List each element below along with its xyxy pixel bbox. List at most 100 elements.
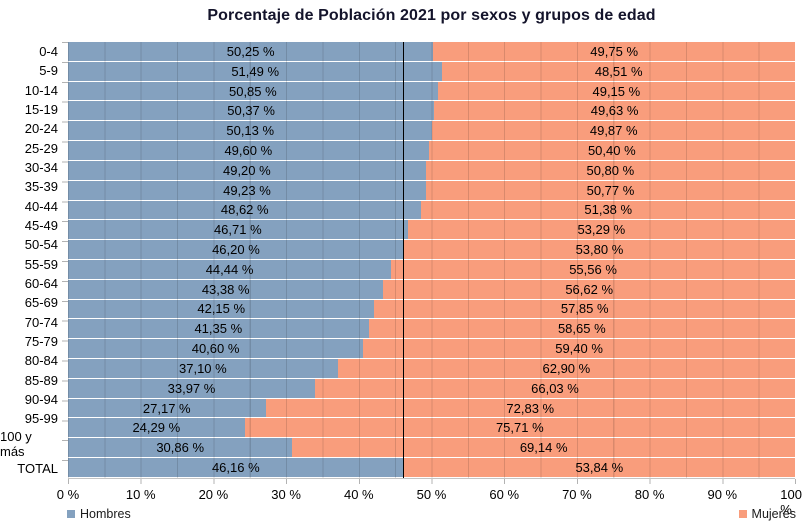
bar-segment-hombres: 48,62 % [68, 200, 422, 220]
bar-segment-hombres: 49,20 % [68, 160, 426, 180]
bar-segment-mujeres: 55,56 % [391, 259, 795, 279]
bar-segment-mujeres: 59,40 % [363, 339, 795, 358]
y-axis-label: 75-79 [24, 334, 58, 350]
x-axis-label: 60 % [489, 487, 520, 502]
bar-segment-mujeres: 49,87 % [432, 121, 795, 141]
bar-label-mujeres: 53,29 % [577, 222, 626, 238]
y-axis-label: 70-74 [24, 314, 58, 330]
bar-row: 49,20 % 50,80 % [68, 160, 795, 181]
x-axis-label: 10 % [125, 487, 156, 502]
bar-segment-mujeres: 50,77 % [425, 180, 795, 200]
bar-row: 27,17 % 72,83 % [68, 398, 795, 419]
y-axis-label: 55-59 [24, 256, 58, 272]
bar-segment-hombres: 50,85 % [68, 81, 438, 101]
bar-label-mujeres: 75,71 % [495, 420, 544, 436]
bar-label-hombres: 46,20 % [212, 242, 260, 258]
bar-segment-hombres: 50,25 % [68, 42, 434, 61]
bar-row: 49,60 % 50,40 % [68, 141, 795, 161]
bar-segment-mujeres: 51,38 % [421, 200, 795, 220]
bar-label-mujeres: 49,75 % [590, 43, 638, 59]
legend-hombres: Hombres [67, 507, 131, 521]
bar-segment-mujeres: 49,63 % [434, 101, 795, 121]
bar-row: 40,60 % 59,40 % [68, 339, 795, 359]
bar-label-hombres: 24,29 % [132, 420, 181, 436]
bar-segment-hombres: 50,37 % [68, 101, 435, 121]
legend-mujeres-label: Mujeres [751, 507, 796, 521]
bar-segment-mujeres: 56,62 % [383, 279, 795, 299]
bar-segment-hombres: 46,16 % [68, 458, 404, 477]
bar-row: 50,13 % 49,87 % [68, 121, 795, 142]
y-axis-labels: 0-4 5-9 10-14 15-19 20-24 25-29 30-34 35-39 40-4… [0, 42, 58, 478]
bar-segment-mujeres: 53,84 % [403, 458, 795, 477]
bar-label-hombres: 30,86 % [156, 440, 205, 456]
bar-label-hombres: 50,25 % [226, 43, 275, 59]
y-axis-label: 100 y más [0, 428, 32, 459]
bar-row: 49,23 % 50,77 % [68, 180, 795, 201]
bar-segment-hombres: 46,71 % [68, 220, 408, 240]
bar-label-mujeres: 53,84 % [575, 459, 624, 475]
x-axis-labels: 0 % 10 % 20 % 30 % 40 % 50 % 60 % 70 % 80 % 90 % 1… [57, 487, 802, 517]
bar-label-mujeres: 50,80 % [586, 162, 635, 178]
bar-label-hombres: 33,97 % [167, 380, 216, 396]
bar-row: 51,49 % 48,51 % [68, 61, 795, 82]
bar-label-mujeres: 58,65 % [557, 321, 606, 337]
bar-label-mujeres: 55,56 % [569, 261, 617, 277]
bar-label-hombres: 42,15 % [197, 301, 246, 317]
bar-label-hombres: 37,10 % [179, 360, 227, 376]
bar-label-mujeres: 49,63 % [590, 103, 639, 119]
bar-row: 24,29 % 75,71 % [68, 418, 795, 439]
bar-label-hombres: 48,62 % [220, 202, 269, 218]
bar-row: 43,38 % 56,62 % [68, 279, 795, 300]
y-axis-label: 30-34 [24, 160, 58, 176]
bar-label-hombres: 41,35 % [194, 321, 243, 337]
y-axis-label: 35-39 [24, 179, 58, 195]
bar-segment-hombres: 51,49 % [68, 61, 443, 81]
bar-row: 50,37 % 49,63 % [68, 101, 795, 122]
bar-label-hombres: 27,17 % [142, 400, 191, 416]
x-axis-label: 30 % [271, 487, 301, 502]
chart-title: Porcentaje de Población 2021 por sexos y… [207, 7, 656, 24]
bar-segment-mujeres: 48,51 % [442, 61, 795, 81]
legend-hombres-swatch-icon [67, 510, 75, 518]
bar-row: 44,44 % 55,56 % [68, 259, 795, 280]
bar-segment-mujeres: 49,75 % [433, 42, 795, 61]
y-axis-label: 25-29 [24, 140, 58, 156]
x-axis-label: 100 % [780, 487, 802, 517]
bar-label-hombres: 49,60 % [224, 142, 273, 158]
bar-segment-hombres: 43,38 % [68, 279, 384, 299]
bar-segment-hombres: 27,17 % [68, 398, 266, 418]
bar-row: 33,97 % 66,03 % [68, 378, 795, 399]
legend-mujeres-swatch-icon [738, 510, 747, 518]
y-axis-label: 0-4 [39, 44, 58, 60]
bar-label-mujeres: 51,38 % [584, 202, 633, 218]
bar-label-mujeres: 49,87 % [589, 123, 638, 139]
bar-segment-hombres: 42,15 % [68, 299, 375, 319]
bar-segment-mujeres: 49,15 % [437, 81, 795, 101]
bar-label-mujeres: 72,83 % [506, 400, 555, 416]
y-axis-label: 90-94 [24, 392, 58, 408]
bar-label-hombres: 50,85 % [228, 83, 277, 99]
bar-segment-hombres: 24,29 % [68, 418, 245, 438]
bar-segment-hombres: 33,97 % [68, 378, 315, 398]
legend-hombres-label: Hombres [80, 507, 131, 521]
bar-segment-hombres: 50,13 % [68, 121, 433, 141]
total-reference-line [402, 42, 405, 478]
bar-label-mujeres: 48,51 % [594, 63, 643, 79]
bar-row: 42,15 % 57,85 % [68, 299, 795, 320]
bar-label-hombres: 50,37 % [227, 103, 275, 119]
bar-label-mujeres: 62,90 % [542, 360, 591, 376]
bar-row: 50,85 % 49,15 % [68, 81, 795, 102]
y-axis-label: 40-44 [24, 198, 58, 214]
bar-segment-mujeres: 57,85 % [374, 299, 795, 319]
bar-label-mujeres: 56,62 % [565, 281, 614, 297]
bar-segment-mujeres: 72,83 % [265, 398, 795, 418]
bar-row: 41,35 % 58,65 % [68, 319, 795, 340]
bar-segment-hombres: 44,44 % [68, 259, 392, 279]
bar-segment-mujeres: 50,80 % [425, 160, 795, 180]
bar-label-mujeres: 49,15 % [592, 83, 641, 99]
x-axis-label: 80 % [634, 487, 665, 502]
bar-segment-hombres: 37,10 % [68, 359, 338, 378]
bar-segment-mujeres: 66,03 % [314, 378, 795, 398]
bar-segment-hombres: 49,60 % [68, 141, 429, 160]
y-axis-label: 95-99 [24, 411, 58, 427]
